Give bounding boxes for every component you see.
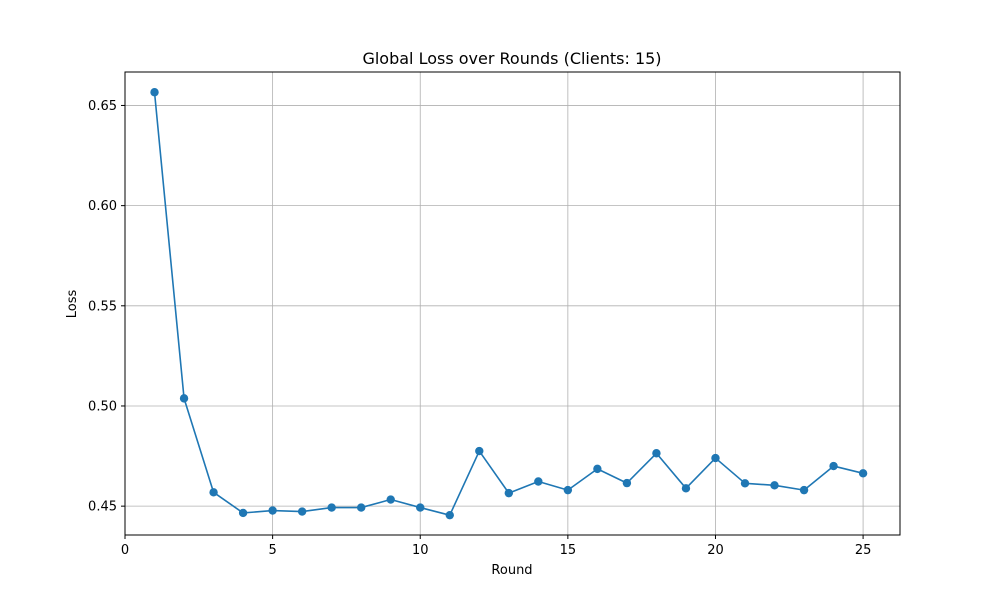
data-point	[445, 510, 454, 520]
series-line	[153, 92, 864, 516]
x-tick-label: 5	[268, 543, 276, 558]
y-axis-ticks: 0.45 0.50 0.55 0.60 0.65	[88, 99, 125, 515]
data-point	[179, 394, 189, 403]
x-tick-label: 15	[560, 543, 577, 558]
data-point	[238, 508, 248, 518]
x-tick-label: 20	[707, 543, 724, 558]
grid	[124, 72, 900, 535]
x-axis-ticks: 0 5 10 15 20 25	[121, 535, 872, 558]
data-point	[209, 488, 218, 497]
x-axis-label: Round	[491, 563, 532, 578]
data-point	[858, 469, 868, 478]
y-tick-label: 0.45	[88, 500, 117, 515]
chart-title: Global Loss over Rounds (Clients: 15)	[362, 49, 661, 68]
data-point	[150, 88, 159, 97]
data-points	[150, 88, 868, 520]
plot-frame	[124, 71, 901, 536]
data-point	[593, 464, 602, 474]
series-line-group	[153, 92, 864, 516]
y-tick-label: 0.60	[88, 199, 117, 214]
x-tick-label: 25	[855, 543, 872, 558]
data-point	[622, 478, 632, 488]
data-point	[534, 477, 543, 486]
data-point	[563, 485, 573, 495]
y-axis-label: Loss	[65, 290, 80, 319]
data-point	[652, 449, 661, 458]
data-point	[504, 488, 514, 498]
data-point	[770, 481, 779, 490]
data-point	[681, 484, 691, 493]
data-point	[268, 506, 277, 515]
data-point	[416, 503, 425, 512]
x-tick-label: 0	[121, 543, 129, 558]
data-point	[711, 453, 720, 463]
y-tick-label: 0.55	[88, 299, 117, 314]
data-point	[799, 485, 809, 495]
y-tick-label: 0.65	[88, 99, 117, 114]
data-point	[297, 507, 307, 516]
y-tick-label: 0.50	[88, 399, 117, 414]
data-point	[327, 503, 336, 512]
x-tick-label: 10	[412, 543, 429, 558]
data-point	[356, 503, 366, 512]
data-point	[386, 495, 395, 504]
data-point	[475, 446, 484, 456]
data-point	[740, 479, 750, 488]
data-point	[829, 461, 838, 471]
